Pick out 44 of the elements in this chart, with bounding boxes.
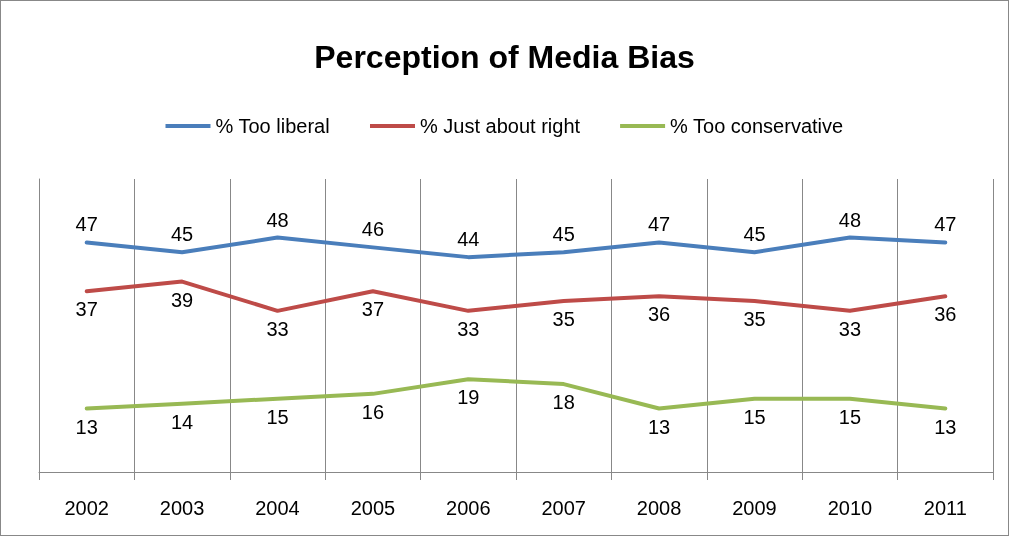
legend-label: % Too conservative (670, 115, 844, 137)
data-label: 48 (266, 208, 289, 231)
x-tick-label: 2005 (350, 497, 396, 519)
chart-title: Perception of Media Bias (314, 39, 695, 75)
data-label: 33 (838, 317, 862, 340)
data-label: 45 (170, 223, 194, 246)
x-tick-label: 2003 (159, 497, 205, 519)
data-label: 33 (266, 317, 289, 340)
x-tick-label: 2010 (827, 497, 873, 519)
data-label: 47 (647, 213, 671, 236)
x-tick-label: 2004 (255, 497, 300, 519)
data-label: 33 (457, 317, 480, 340)
data-label: 47 (75, 213, 98, 236)
data-label: 35 (743, 308, 766, 331)
data-label: 15 (743, 405, 766, 428)
data-label: 45 (552, 223, 575, 246)
data-label: 45 (743, 223, 766, 246)
data-label: 13 (75, 415, 98, 438)
data-label: 13 (647, 415, 671, 438)
data-label: 14 (170, 410, 194, 433)
x-tick-label: 2008 (636, 497, 682, 519)
legend-label: % Too liberal (215, 115, 330, 137)
data-label: 36 (934, 303, 957, 326)
data-label: 19 (457, 386, 480, 409)
data-label: 47 (934, 213, 957, 236)
data-label: 39 (170, 288, 194, 311)
data-label: 35 (552, 308, 575, 331)
x-tick-label: 2007 (541, 497, 586, 519)
x-tick-label: 2002 (64, 497, 109, 519)
data-label: 18 (552, 391, 575, 414)
data-label: 37 (361, 298, 385, 321)
data-label: 37 (75, 298, 98, 321)
data-label: 16 (361, 400, 385, 423)
x-tick-label: 2006 (446, 497, 491, 519)
data-label: 44 (457, 228, 480, 251)
x-tick-label: 2011 (923, 497, 967, 519)
data-label: 46 (361, 218, 385, 241)
data-label: 48 (838, 208, 862, 231)
x-tick-label: 2009 (732, 497, 777, 519)
legend-label: % Just about right (420, 115, 581, 137)
data-label: 36 (647, 303, 671, 326)
data-label: 15 (266, 405, 289, 428)
data-label: 15 (838, 405, 862, 428)
data-label: 13 (934, 415, 957, 438)
